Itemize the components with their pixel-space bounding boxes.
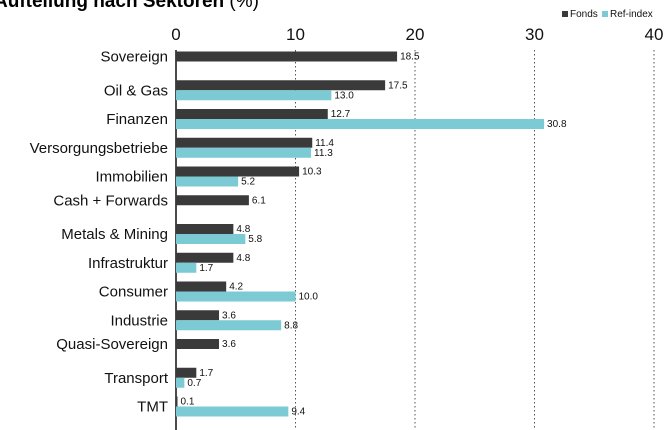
bar-ref-index bbox=[176, 90, 332, 101]
bar-fonds bbox=[176, 396, 178, 407]
bar-ref-index bbox=[176, 320, 282, 331]
value-label-fonds: 4.8 bbox=[236, 253, 250, 264]
category-label: Versorgungsbetriebe bbox=[30, 140, 168, 157]
value-label-ref-index: 5.8 bbox=[248, 234, 262, 245]
category-label: Finanzen bbox=[106, 111, 168, 128]
value-label-fonds: 4.8 bbox=[236, 224, 250, 235]
value-label-ref-index: 11.3 bbox=[314, 148, 333, 159]
value-label-ref-index: 13.0 bbox=[334, 90, 354, 101]
value-label-fonds: 1.7 bbox=[199, 368, 213, 379]
category-label: Infrastruktur bbox=[88, 255, 168, 272]
bar-ref-index bbox=[176, 291, 296, 302]
legend-swatch-fonds bbox=[562, 11, 568, 17]
category-label: Metals & Mining bbox=[61, 226, 168, 243]
x-tick-label: 20 bbox=[406, 25, 425, 44]
bar-ref-index bbox=[176, 147, 312, 158]
value-label-ref-index: 9.4 bbox=[291, 407, 305, 418]
bar-fonds bbox=[176, 51, 398, 62]
chart-title-main: Aufteilung nach Sektoren bbox=[0, 0, 225, 12]
bar-fonds bbox=[176, 166, 300, 177]
chart-title-unit: (%) bbox=[229, 0, 259, 12]
value-label-fonds: 10.3 bbox=[302, 167, 322, 178]
chart-title: Aufteilung nach Sektoren (%) bbox=[0, 0, 259, 13]
value-label-fonds: 17.5 bbox=[388, 80, 408, 91]
value-label-fonds: 11.4 bbox=[315, 138, 334, 149]
value-label-fonds: 18.5 bbox=[400, 52, 420, 63]
x-tick-label: 30 bbox=[525, 25, 544, 44]
category-label: Cash + Forwards bbox=[53, 192, 168, 209]
category-label: Immobilien bbox=[95, 169, 168, 186]
bar-ref-index bbox=[176, 377, 185, 388]
bar-fonds bbox=[176, 195, 249, 206]
category-label: TMT bbox=[137, 399, 168, 416]
bar-fonds bbox=[176, 339, 220, 349]
category-label: Transport bbox=[104, 370, 168, 387]
category-label: Sovereign bbox=[100, 49, 168, 66]
value-label-ref-index: 8.8 bbox=[284, 320, 298, 331]
bar-ref-index bbox=[176, 176, 239, 187]
bar-fonds bbox=[176, 137, 313, 148]
category-label: Quasi-Sovereign bbox=[56, 336, 168, 353]
value-label-ref-index: 5.2 bbox=[241, 177, 255, 188]
value-label-fonds: 3.6 bbox=[222, 310, 236, 321]
bar-ref-index bbox=[176, 262, 197, 273]
bar-ref-index bbox=[176, 119, 545, 129]
value-label-ref-index: 1.7 bbox=[199, 263, 213, 274]
value-label-ref-index: 10.0 bbox=[299, 292, 319, 303]
bar-fonds bbox=[176, 80, 386, 91]
legend-label-fonds: Fonds bbox=[570, 9, 598, 20]
bar-ref-index bbox=[176, 406, 289, 417]
value-label-ref-index: 30.8 bbox=[547, 119, 567, 130]
value-label-fonds: 12.7 bbox=[331, 109, 351, 120]
category-label: Oil & Gas bbox=[104, 82, 168, 99]
x-tick-label: 10 bbox=[286, 25, 305, 44]
x-tick-label: 0 bbox=[171, 25, 180, 44]
bar-ref-index bbox=[176, 234, 246, 244]
bar-fonds bbox=[176, 109, 328, 119]
category-label: Consumer bbox=[99, 284, 168, 301]
bar-fonds bbox=[176, 224, 234, 234]
bar-fonds bbox=[176, 310, 220, 321]
value-label-fonds: 0.1 bbox=[181, 397, 195, 408]
value-label-ref-index: 0.7 bbox=[187, 378, 201, 389]
bar-fonds bbox=[176, 252, 234, 263]
value-label-fonds: 4.2 bbox=[229, 282, 243, 293]
bar-fonds bbox=[176, 281, 227, 292]
value-label-fonds: 3.6 bbox=[222, 339, 236, 350]
bar-fonds bbox=[176, 367, 197, 378]
value-label-fonds: 6.1 bbox=[252, 195, 266, 206]
legend-label-ref-index: Ref-index bbox=[610, 9, 653, 20]
x-tick-label: 40 bbox=[645, 25, 664, 44]
legend-swatch-ref-index bbox=[602, 11, 608, 17]
category-label: Industrie bbox=[110, 312, 168, 329]
